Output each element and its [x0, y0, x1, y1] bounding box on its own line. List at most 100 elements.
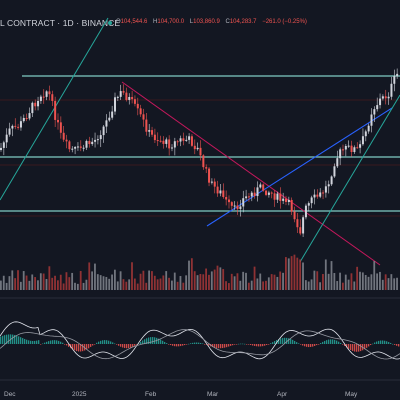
candle-body — [373, 109, 376, 115]
histogram-bar — [320, 343, 322, 344]
volume-bar — [373, 261, 376, 290]
volume-bar — [322, 274, 324, 290]
histogram-bar — [374, 342, 376, 344]
histogram-bar — [130, 344, 132, 348]
candle-body — [336, 158, 339, 167]
histogram-bar — [216, 344, 218, 349]
trendline-down-red[interactable] — [121, 81, 381, 266]
volume-bar — [62, 283, 65, 290]
trendline-left-green[interactable] — [0, 17, 109, 201]
histogram-bar — [60, 341, 62, 344]
volume-bar — [307, 281, 310, 290]
histogram-bar — [128, 344, 130, 349]
time-axis[interactable]: Dec 2025 Feb Mar Apr May — [4, 391, 358, 398]
volume-bar — [25, 275, 28, 290]
candle-body — [88, 140, 91, 145]
histogram-bar — [42, 343, 44, 345]
candle-body — [136, 103, 139, 109]
time-label-2025: 2025 — [72, 391, 87, 398]
candle-body — [230, 202, 233, 206]
volume-bar — [17, 270, 19, 290]
volume-bar — [14, 278, 17, 290]
volume-bar — [236, 273, 239, 290]
volume-bar — [94, 263, 96, 290]
histogram-bar — [132, 344, 134, 347]
volume-bar — [2, 275, 5, 290]
histogram-bar — [90, 344, 92, 347]
histogram-bar — [204, 344, 206, 345]
candle-body — [359, 144, 362, 148]
volume-bar — [188, 260, 190, 290]
candle-body — [45, 91, 48, 97]
histogram-bar — [252, 344, 254, 346]
volume-bar — [313, 270, 316, 290]
histogram-bar — [378, 340, 380, 344]
volume-bar — [48, 266, 51, 290]
candle-body — [367, 125, 370, 132]
histogram-bar — [234, 344, 236, 345]
candle-body — [290, 199, 293, 212]
candle-body — [313, 194, 316, 198]
candle-body — [48, 91, 51, 95]
histogram-bar — [104, 340, 106, 344]
histogram-bar — [344, 344, 346, 346]
candle-body — [125, 92, 128, 100]
candle-body — [51, 94, 54, 101]
candle-body — [179, 138, 182, 142]
volume-bar — [336, 281, 339, 290]
candle-body — [156, 140, 159, 142]
volume-bar — [22, 271, 25, 290]
volume-bar — [253, 266, 256, 290]
histogram-bar — [392, 343, 394, 345]
volume-bar — [205, 268, 207, 290]
symbol-title[interactable]: L CONTRACT · 1D · BINANCE — [0, 18, 121, 28]
histogram-bar — [56, 340, 58, 344]
volume-bar — [379, 271, 381, 290]
volume-bar — [225, 281, 227, 290]
histogram-bar — [232, 344, 234, 346]
candle-body — [282, 198, 285, 201]
histogram-bar — [212, 344, 214, 348]
candle-body — [216, 186, 219, 194]
histogram-bar — [2, 335, 4, 344]
volume-bar — [168, 277, 170, 290]
volume-bar — [11, 270, 14, 290]
histogram-bar — [366, 344, 368, 348]
ohlc-open-key: O — [116, 19, 121, 25]
histogram-bar — [290, 338, 292, 344]
volume-bar — [387, 278, 390, 290]
histogram-bar — [312, 344, 314, 347]
candle-body — [5, 134, 8, 143]
histogram-bar — [46, 341, 48, 344]
histogram-bar — [326, 340, 328, 344]
candle-body — [265, 190, 268, 195]
volume-bar — [68, 277, 71, 290]
candle-body — [182, 138, 185, 141]
histogram-bar — [100, 340, 102, 344]
histogram-bar — [12, 334, 14, 344]
candle-body — [151, 130, 154, 135]
candle-body — [293, 211, 296, 220]
histogram-bar — [230, 344, 232, 346]
histogram-bar — [256, 344, 258, 347]
trendline-up-green[interactable] — [299, 94, 400, 263]
histogram-bar — [140, 341, 142, 344]
candle-body — [14, 125, 17, 127]
histogram-bar — [196, 342, 198, 344]
volume-bar — [262, 281, 264, 290]
volume-bar — [304, 280, 307, 290]
volume-bar — [159, 278, 162, 290]
ohlc-change-value: −261.0 (−0.25%) — [262, 19, 307, 25]
candle-body — [210, 181, 213, 183]
candle-body — [379, 98, 382, 106]
candle-body — [304, 205, 307, 218]
candle-body — [57, 119, 59, 123]
candle-body — [85, 140, 88, 148]
candle-body — [102, 126, 105, 136]
histogram-bar — [136, 344, 138, 345]
volume-bar — [285, 257, 287, 290]
candle-body — [62, 132, 65, 140]
candle-body — [171, 147, 173, 149]
candle-body — [42, 96, 45, 98]
